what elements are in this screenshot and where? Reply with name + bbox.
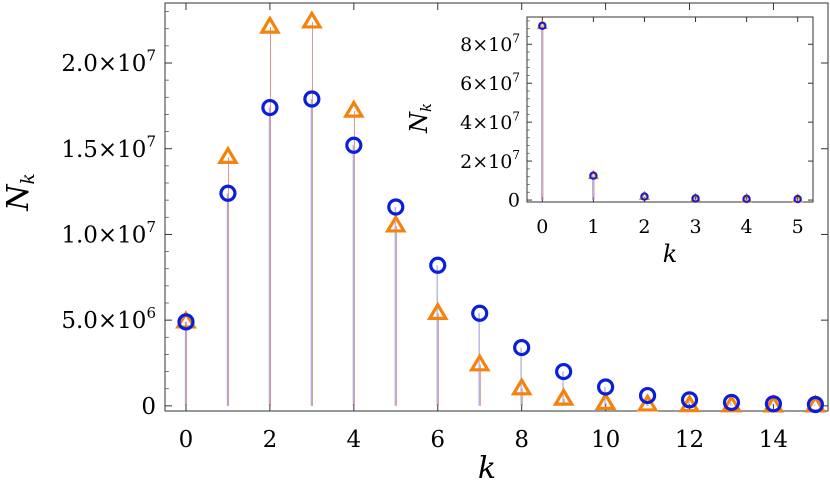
inset-y-axis-title: Nk (405, 103, 436, 134)
inset-x-tick-label: 2 (638, 216, 650, 238)
inset-circle-point (742, 194, 751, 204)
main-circle-point (638, 386, 657, 405)
main-x-tick-label: 8 (514, 427, 529, 453)
main-circle-point (219, 184, 237, 202)
main-y-tick-label: 1.0×107 (61, 218, 156, 248)
main-circle-point (429, 256, 447, 274)
inset-circle-point (640, 192, 649, 201)
main-x-tick-label: 14 (759, 427, 788, 453)
main-x-tick-label: 0 (179, 427, 194, 453)
main-triangle-point (468, 353, 491, 372)
inset-x-tick-label: 5 (792, 216, 804, 238)
main-y-axis-title: Nk (1, 173, 39, 212)
main-triangle-point (342, 99, 365, 118)
inset-circle-point (691, 194, 700, 203)
main-x-axis-title: k (478, 451, 496, 484)
inset-y-tick-label: 0 (508, 190, 520, 212)
inset-x-axis-title: k (663, 240, 678, 268)
main-triangle-point (552, 387, 575, 406)
main-circle-point (764, 395, 783, 413)
main-x-tick-label: 6 (430, 427, 445, 453)
main-triangle-point (217, 145, 239, 164)
inset-circle-point (538, 21, 547, 30)
inset-y-tick-label: 8×107 (460, 31, 520, 56)
main-circle-point (303, 90, 321, 108)
main-triangle-point (384, 214, 407, 233)
main-circle-point (597, 378, 615, 396)
main-triangle-point (594, 391, 617, 410)
main-x-tick-label: 10 (591, 427, 620, 453)
inset-y-tick-label: 2×107 (460, 148, 520, 173)
inset-x-tick-label: 3 (689, 216, 701, 238)
main-y-tick-label: 0 (141, 394, 156, 420)
main-x-tick-label: 4 (347, 427, 362, 453)
main-x-tick-label: 12 (675, 427, 704, 453)
inset-panel: 0 1 2 3 4 5 0 2×107 4×107 6×107 8×107 k Nk (405, 16, 814, 268)
main-triangle-point (426, 301, 449, 320)
main-y-tick-label: 2.0×107 (61, 47, 156, 77)
main-x-tick-label: 2 (263, 427, 278, 453)
inset-plot-frame (526, 16, 814, 203)
main-circle-point (261, 98, 279, 117)
inset-x-tick-label: 0 (536, 216, 548, 238)
inset-y-axis-title-text: Nk (405, 103, 436, 134)
inset-x-tick-label: 1 (587, 216, 599, 238)
inset-circle-point (793, 194, 802, 204)
main-circle-point (722, 393, 741, 412)
main-triangle-point (510, 377, 533, 396)
main-triangle-point (259, 15, 281, 34)
main-series-circle (184, 99, 816, 406)
main-markers-circle (177, 90, 825, 414)
main-circle-point (177, 313, 195, 331)
main-circle-point (680, 391, 699, 409)
main-circle-point (513, 338, 531, 357)
main-circle-point (806, 395, 825, 414)
inset-circle-point (589, 171, 598, 180)
inset-markers-circle (538, 21, 802, 204)
main-triangle-point (175, 310, 197, 329)
main-y-tick-label: 5.0×106 (61, 304, 156, 334)
inset-y-tick-label: 6×107 (460, 70, 520, 95)
main-circle-point (387, 198, 405, 216)
main-y-axis-title-text: Nk (1, 173, 39, 212)
main-circle-point (471, 304, 489, 322)
main-series-triangle (186, 21, 817, 406)
inset-x-tick-label: 4 (741, 216, 753, 238)
main-y-tick-label: 1.5×107 (61, 132, 156, 162)
main-triangle-point (300, 10, 323, 29)
inset-y-tick-label: 4×107 (460, 109, 520, 134)
main-circle-point (555, 362, 573, 381)
main-circle-point (345, 136, 363, 154)
